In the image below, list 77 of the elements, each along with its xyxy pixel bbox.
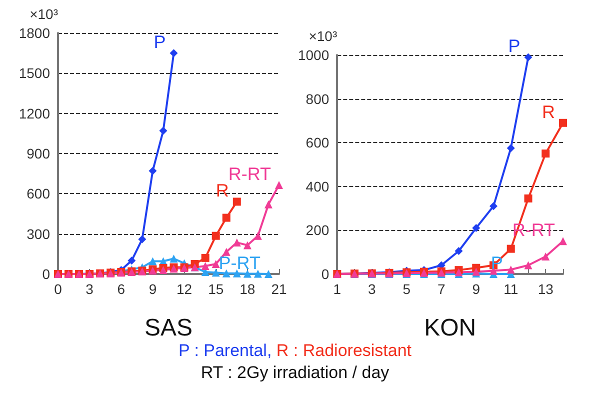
x-tick-label: 0 [54,281,62,297]
x-tick-label: 13 [538,281,554,297]
point [559,237,567,246]
point [506,244,515,253]
point [243,241,252,250]
y-tick-label: 1800 [18,25,50,41]
point [159,126,168,135]
point [201,254,210,262]
y-tick-label: 600 [26,186,50,202]
point [254,270,262,278]
y-tick-label: 800 [306,90,330,107]
point [170,254,178,263]
y-tick-label: 900 [26,146,50,162]
x-axis-title: KON [424,314,476,342]
y-tick-label: 1200 [18,105,50,122]
point [524,194,532,202]
text: P : Parental, [178,341,272,360]
point [148,257,157,266]
x-tick-label: 11 [504,281,518,297]
point [506,266,515,274]
y-tick-label: 400 [306,178,330,194]
x-tick-label: 5 [402,281,411,297]
point [524,261,532,270]
point [243,270,252,278]
x-tick-label: 12 [176,281,192,297]
x-tick-label: 6 [117,281,126,297]
point [222,214,230,222]
x-tick-label: 3 [86,281,94,297]
y-axis-title: ×10³ [30,6,58,22]
point [506,144,515,152]
x-tick-label: 9 [472,281,480,297]
point [232,198,241,206]
y-tick-label: 0 [321,266,330,282]
point [148,166,157,175]
point [222,248,230,256]
point [138,235,146,244]
text: RT : 2Gy irradiation / day [200,363,390,382]
point [264,200,272,208]
x-tick-label: 21 [271,281,287,297]
point [264,270,272,278]
y-axis-title: ×10³ [308,28,338,44]
point [454,247,463,256]
point [254,232,262,240]
series-label: P [154,32,166,52]
x-tick-label: 9 [148,281,157,297]
point [524,53,532,62]
text: R : Radioresistant [276,341,412,360]
x-tick-label: 18 [240,281,256,297]
y-tick-label: 300 [26,226,50,242]
x-tick-label: 1 [333,281,342,297]
point [490,202,498,210]
x-tick-label: 3 [368,281,376,297]
point [232,269,241,278]
point [201,262,210,270]
point [170,49,178,58]
series-label: R-RT [228,164,271,184]
y-tick-label: 200 [306,222,330,238]
point [542,252,550,260]
point [559,118,567,127]
x-axis-title: SAS [144,314,193,342]
x-tick-label: 15 [208,281,224,297]
series-label: R [542,102,555,122]
series-label: P [508,36,520,56]
point [275,180,283,189]
point [212,268,220,277]
series-label: P-RT [218,253,260,273]
y-tick-label: 0 [42,266,50,282]
point [222,269,230,278]
point [212,232,220,240]
y-tick-label: 1500 [18,65,50,82]
y-tick-label: 1000 [298,47,330,63]
point [472,224,480,232]
y-tick-label: 600 [306,134,330,151]
x-tick-label: 7 [437,281,446,297]
point [128,256,136,265]
point [212,260,220,268]
point [542,150,550,158]
